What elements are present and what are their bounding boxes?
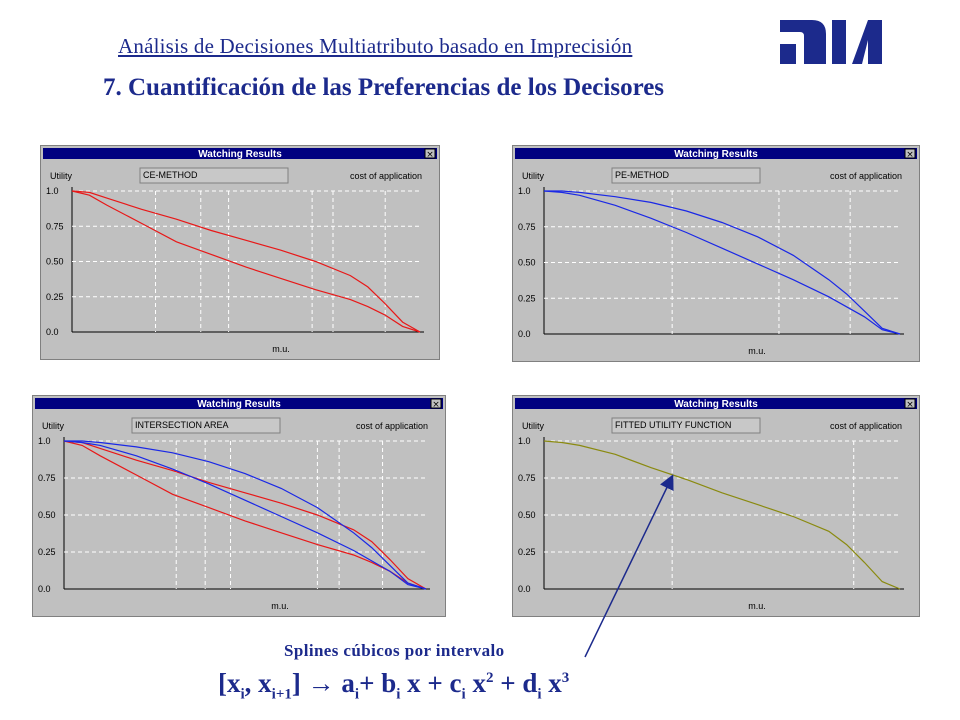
title-bar	[515, 398, 917, 409]
method-label: CE-METHOD	[143, 170, 198, 180]
sub-i-plus-1: i+1	[271, 686, 292, 703]
sup-2: 2	[485, 670, 494, 686]
series-line	[543, 190, 901, 335]
series-line	[64, 440, 427, 590]
formula-d: + d	[493, 668, 538, 698]
formula-open: [x	[218, 668, 241, 698]
ylabel: Utility	[522, 421, 544, 431]
ylabel: Utility	[42, 421, 64, 431]
series-line	[544, 190, 901, 335]
y-tick-label: 0.50	[38, 510, 56, 520]
y-tick-label: 0.0	[46, 327, 59, 337]
y-tick-label: 0.0	[38, 584, 51, 594]
series-line	[63, 440, 427, 590]
sub-c: i	[461, 686, 466, 703]
x-axis-label: m.u.	[748, 346, 766, 356]
method-field	[131, 417, 281, 434]
method-field	[139, 167, 289, 184]
y-tick-label: 1.0	[518, 436, 531, 446]
series-line	[71, 190, 421, 333]
y-tick-label: 1.0	[518, 186, 531, 196]
x-axis-label: m.u.	[271, 601, 289, 611]
y-tick-label: 0.25	[38, 547, 56, 557]
y-tick-label: 1.0	[38, 436, 51, 446]
formula-arrow: →	[307, 668, 335, 698]
close-icon	[904, 148, 916, 159]
window-title: Watching Results	[674, 399, 758, 410]
close-icon-glyph: ×	[906, 150, 914, 160]
formula-bx: x + c	[400, 668, 462, 698]
cost-label: cost of application	[356, 421, 428, 431]
dia-logo	[780, 20, 882, 64]
header-title: Análisis de Decisiones Multiatributo bas…	[118, 34, 633, 58]
window-title: Watching Results	[197, 399, 281, 410]
close-icon-glyph: ×	[432, 400, 440, 410]
y-tick-label: 0.75	[46, 221, 64, 231]
method-field	[611, 417, 761, 434]
sub-a: i	[354, 686, 360, 703]
close-icon-glyph: ×	[426, 150, 434, 160]
sup-3: 3	[561, 670, 570, 686]
y-tick-label: 0.50	[518, 510, 536, 520]
y-tick-label: 0.50	[46, 257, 64, 267]
window-title: Watching Results	[674, 149, 758, 160]
chart-svg: Watching Results × Utility INTERSECTION ARE…	[32, 395, 446, 617]
formula-close: ]	[291, 668, 301, 698]
y-tick-label: 0.75	[38, 473, 56, 483]
y-tick-label: 0.25	[46, 292, 64, 302]
method-label: PE-METHOD	[615, 170, 670, 180]
chart-window-fitted-utility: Watching Results × Utility FITTED UTILITY F…	[512, 395, 920, 617]
close-icon	[424, 148, 436, 159]
chart-svg: Watching Results × Utility FITTED UTILITY F…	[512, 395, 920, 617]
formula-a: a	[334, 668, 355, 698]
formula-dx: x	[541, 668, 562, 698]
close-icon	[430, 398, 442, 409]
cost-label: cost of application	[350, 171, 422, 181]
sub-b: i	[396, 686, 401, 703]
formula-comma: , x	[244, 668, 272, 698]
formula-b: + b	[359, 668, 397, 698]
spline-formula: [xi, xi+1] → ai+ bi x + ci x2 + di x3	[218, 668, 569, 703]
section-title: 7. Cuantificación de las Preferencias de…	[103, 74, 665, 101]
cost-label: cost of application	[830, 421, 902, 431]
chart-window-intersection-area: Watching Results × Utility INTERSECTION ARE…	[32, 395, 446, 617]
y-tick-label: 0.0	[518, 329, 531, 339]
y-tick-label: 0.25	[518, 293, 536, 303]
close-icon-glyph: ×	[906, 400, 914, 410]
sub-d: i	[537, 686, 542, 703]
x-axis-label: m.u.	[748, 601, 766, 611]
y-tick-label: 0.75	[518, 222, 536, 232]
title-bar	[43, 148, 437, 159]
method-field	[611, 167, 761, 184]
ylabel: Utility	[50, 171, 72, 181]
title-bar	[35, 398, 443, 409]
x-axis-label: m.u.	[272, 344, 290, 354]
y-tick-label: 0.75	[518, 473, 536, 483]
y-tick-label: 0.0	[518, 584, 531, 594]
chart-window-pe-method: Watching Results × Utility PE-METHOD cost of…	[512, 145, 920, 362]
chart-svg: Watching Results × Utility PE-METHOD cost of…	[512, 145, 920, 362]
y-tick-label: 1.0	[46, 186, 59, 196]
sub-i: i	[240, 686, 245, 703]
chart-window-ce-method: Watching Results × Utility CE-METHOD cost of…	[40, 145, 440, 360]
series-line	[63, 440, 427, 590]
cost-label: cost of application	[830, 171, 902, 181]
y-tick-label: 0.25	[518, 547, 536, 557]
formula-cx: x	[465, 668, 486, 698]
chart-svg: Watching Results × Utility CE-METHOD cost of…	[40, 145, 440, 360]
window-title: Watching Results	[198, 149, 282, 160]
method-label: FITTED UTILITY FUNCTION	[615, 420, 731, 430]
series-line	[543, 440, 901, 590]
series-line	[71, 190, 421, 333]
splines-caption: Splines cúbicos por intervalo	[284, 641, 505, 660]
ylabel: Utility	[522, 171, 544, 181]
y-tick-label: 0.50	[518, 258, 536, 268]
method-label: INTERSECTION AREA	[135, 420, 229, 430]
close-icon	[904, 398, 916, 409]
title-bar	[515, 148, 917, 159]
